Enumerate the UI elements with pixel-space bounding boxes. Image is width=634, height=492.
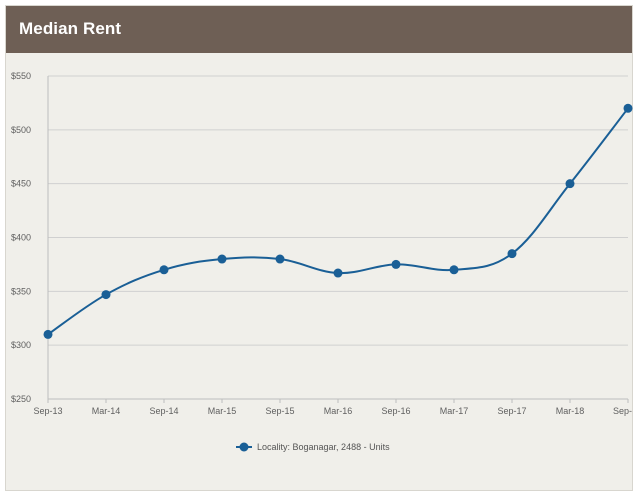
series-line [47, 107, 629, 336]
y-tick-label: $550 [11, 71, 31, 81]
data-point-mar-14[interactable] [101, 290, 111, 300]
x-tick-label: Mar-14 [92, 406, 121, 416]
x-tick-label: Mar-17 [440, 406, 469, 416]
x-tick-label: Sep-16 [381, 406, 410, 416]
data-point-mar-17[interactable] [449, 265, 459, 275]
axes [47, 76, 629, 403]
data-point-mar-18[interactable] [565, 179, 575, 189]
x-tick-label: Mar-18 [556, 406, 585, 416]
data-point-mar-16[interactable] [333, 268, 343, 278]
data-point-sep-17[interactable] [507, 249, 517, 259]
x-axis-tick-labels: Sep-13 Mar-14 Sep-14 Mar-15 Sep-15 Mar-16 Sep-… [33, 406, 632, 416]
y-tick-label: $400 [11, 233, 31, 243]
x-tick-label: Sep- [613, 406, 632, 416]
y-tick-label: $500 [11, 125, 31, 135]
y-tick-label: $450 [11, 179, 31, 189]
legend[interactable]: Locality: Boganagar, 2488 - Units [236, 442, 390, 452]
y-tick-label: $300 [11, 340, 31, 350]
data-point-sep-13[interactable] [43, 329, 53, 339]
y-tick-label: $350 [11, 286, 31, 296]
card-header: Median Rent [6, 6, 632, 53]
grid-lines [48, 75, 628, 400]
legend-point-marker [239, 442, 249, 452]
data-point-mar-15[interactable] [217, 254, 227, 264]
x-tick-label: Sep-15 [265, 406, 294, 416]
series-points-layer [43, 103, 633, 339]
x-tick-label: Sep-13 [33, 406, 62, 416]
series-line-layer [47, 107, 629, 336]
y-axis-tick-labels: $250 $300 $350 $400 $450 $500 $550 [11, 71, 31, 404]
x-tick-label: Sep-14 [149, 406, 178, 416]
chart-title: Median Rent [19, 19, 122, 38]
x-tick-label: Sep-17 [497, 406, 526, 416]
legend-entry-label[interactable]: Locality: Boganagar, 2488 - Units [257, 442, 390, 452]
y-tick-label: $250 [11, 394, 31, 404]
data-point-sep-14[interactable] [159, 265, 169, 275]
median-rent-card: Median Rent [5, 5, 633, 491]
data-point-sep-16[interactable] [391, 259, 401, 269]
data-point-sep-[interactable] [623, 103, 633, 113]
x-tick-label: Mar-15 [208, 406, 237, 416]
data-point-sep-15[interactable] [275, 254, 285, 264]
x-tick-label: Mar-16 [324, 406, 353, 416]
